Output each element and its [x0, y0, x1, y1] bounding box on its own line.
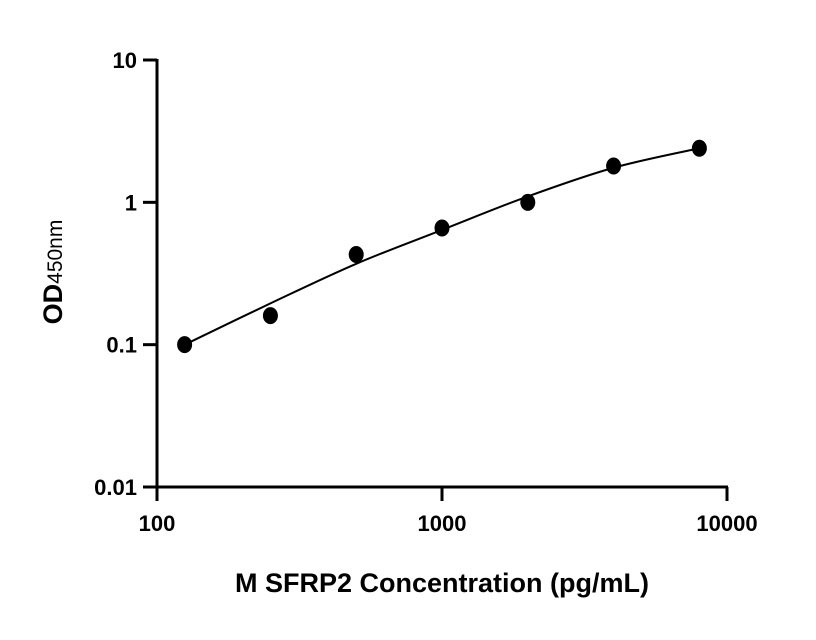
y-tick-label: 0.01 — [94, 475, 137, 500]
tick-labels: 0.01 0.1 1 10 100 1000 10000 — [94, 48, 757, 536]
x-axis-title: M SFRP2 Concentration (pg/mL) — [235, 568, 649, 598]
data-point — [177, 336, 193, 354]
y-axis-title-main: OD — [38, 284, 68, 325]
y-axis-title: OD450nm — [38, 220, 68, 325]
data-point — [348, 246, 364, 264]
y-tick-label: 10 — [113, 48, 137, 73]
data-point — [434, 219, 450, 237]
data-point — [691, 139, 707, 157]
y-axis-title-subscript: 450nm — [44, 220, 67, 284]
y-tick-label: 1 — [125, 190, 137, 215]
x-tick-label: 100 — [139, 511, 176, 536]
axes — [143, 58, 729, 501]
fit-curve — [184, 147, 700, 346]
data-point — [520, 193, 536, 211]
x-tick-label: 1000 — [418, 511, 467, 536]
data-point — [606, 157, 622, 175]
y-tick-label: 0.1 — [106, 333, 137, 358]
data-point — [262, 307, 278, 325]
x-tick-label: 10000 — [696, 511, 757, 536]
data-points — [177, 139, 707, 354]
